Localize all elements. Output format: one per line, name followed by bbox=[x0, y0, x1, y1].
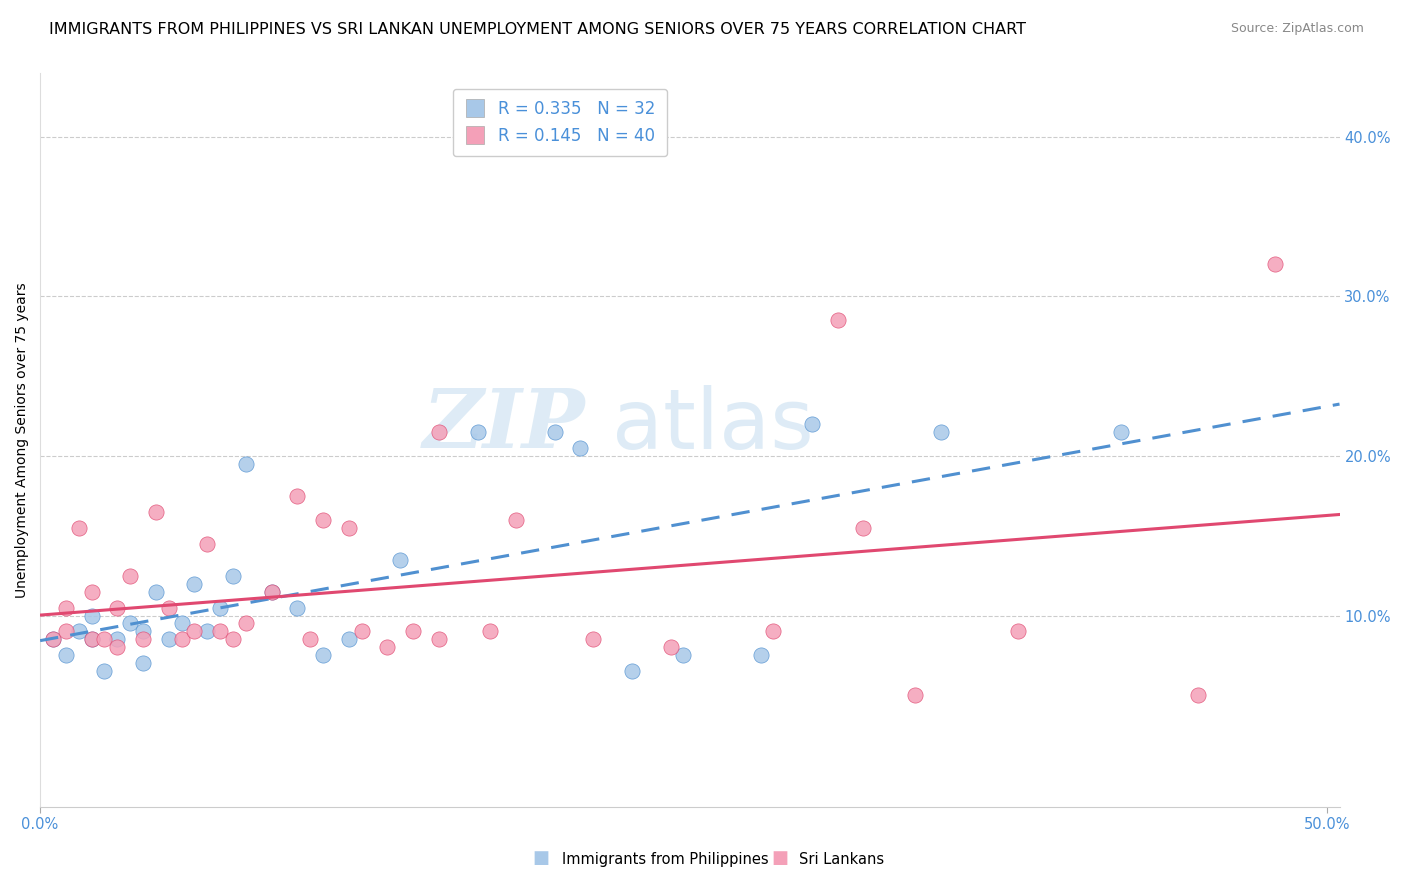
Point bbox=[929, 425, 952, 439]
Point bbox=[1109, 425, 1132, 439]
Point bbox=[105, 600, 128, 615]
Text: IMMIGRANTS FROM PHILIPPINES VS SRI LANKAN UNEMPLOYMENT AMONG SENIORS OVER 75 YEA: IMMIGRANTS FROM PHILIPPINES VS SRI LANKA… bbox=[49, 22, 1026, 37]
Point bbox=[170, 632, 193, 647]
Point bbox=[1007, 624, 1029, 639]
Point bbox=[195, 624, 218, 639]
Point bbox=[852, 521, 875, 535]
Point bbox=[67, 521, 90, 535]
Point bbox=[1264, 257, 1286, 271]
Point bbox=[337, 632, 360, 647]
Point bbox=[209, 600, 232, 615]
Point bbox=[569, 441, 592, 455]
Text: ZIP: ZIP bbox=[423, 385, 586, 466]
Point bbox=[377, 640, 399, 655]
Point bbox=[827, 313, 849, 327]
Point bbox=[80, 608, 103, 623]
Point bbox=[55, 648, 77, 663]
Point bbox=[195, 537, 218, 551]
Text: ■: ■ bbox=[533, 849, 550, 867]
Point bbox=[337, 521, 360, 535]
Point bbox=[582, 632, 605, 647]
Point bbox=[389, 552, 412, 566]
Point bbox=[55, 624, 77, 639]
Point bbox=[467, 425, 489, 439]
Text: atlas: atlas bbox=[612, 384, 814, 466]
Point bbox=[312, 513, 335, 527]
Point bbox=[260, 584, 283, 599]
Point bbox=[672, 648, 695, 663]
Point bbox=[80, 632, 103, 647]
Point bbox=[170, 616, 193, 631]
Point bbox=[287, 600, 309, 615]
Point bbox=[157, 600, 180, 615]
Point bbox=[145, 584, 167, 599]
Text: Immigrants from Philippines: Immigrants from Philippines bbox=[562, 852, 769, 867]
Point bbox=[157, 632, 180, 647]
Point bbox=[1187, 688, 1209, 702]
Y-axis label: Unemployment Among Seniors over 75 years: Unemployment Among Seniors over 75 years bbox=[15, 282, 30, 598]
Point bbox=[427, 632, 450, 647]
Point bbox=[132, 632, 155, 647]
Point bbox=[120, 568, 142, 582]
Point bbox=[235, 457, 257, 471]
Point bbox=[105, 640, 128, 655]
Point bbox=[260, 584, 283, 599]
Point bbox=[67, 624, 90, 639]
Point bbox=[544, 425, 567, 439]
Point bbox=[505, 513, 527, 527]
Point bbox=[209, 624, 232, 639]
Point bbox=[904, 688, 927, 702]
Point bbox=[120, 616, 142, 631]
Point bbox=[42, 632, 65, 647]
Point bbox=[93, 632, 115, 647]
Point bbox=[183, 576, 205, 591]
Point bbox=[222, 632, 245, 647]
Point bbox=[427, 425, 450, 439]
Point bbox=[762, 624, 785, 639]
Text: Sri Lankans: Sri Lankans bbox=[799, 852, 884, 867]
Point bbox=[145, 505, 167, 519]
Point bbox=[235, 616, 257, 631]
Point bbox=[55, 600, 77, 615]
Point bbox=[299, 632, 322, 647]
Point bbox=[80, 632, 103, 647]
Point bbox=[132, 624, 155, 639]
Point bbox=[312, 648, 335, 663]
Point bbox=[287, 489, 309, 503]
Point bbox=[479, 624, 502, 639]
Text: Source: ZipAtlas.com: Source: ZipAtlas.com bbox=[1230, 22, 1364, 36]
Point bbox=[801, 417, 824, 431]
Point bbox=[620, 665, 643, 679]
Text: ■: ■ bbox=[772, 849, 789, 867]
Point bbox=[93, 665, 115, 679]
Point bbox=[222, 568, 245, 582]
Point bbox=[659, 640, 682, 655]
Legend: R = 0.335   N = 32, R = 0.145   N = 40: R = 0.335 N = 32, R = 0.145 N = 40 bbox=[453, 88, 666, 156]
Point bbox=[749, 648, 772, 663]
Point bbox=[183, 624, 205, 639]
Point bbox=[132, 657, 155, 671]
Point bbox=[350, 624, 373, 639]
Point bbox=[105, 632, 128, 647]
Point bbox=[80, 584, 103, 599]
Point bbox=[42, 632, 65, 647]
Point bbox=[402, 624, 425, 639]
